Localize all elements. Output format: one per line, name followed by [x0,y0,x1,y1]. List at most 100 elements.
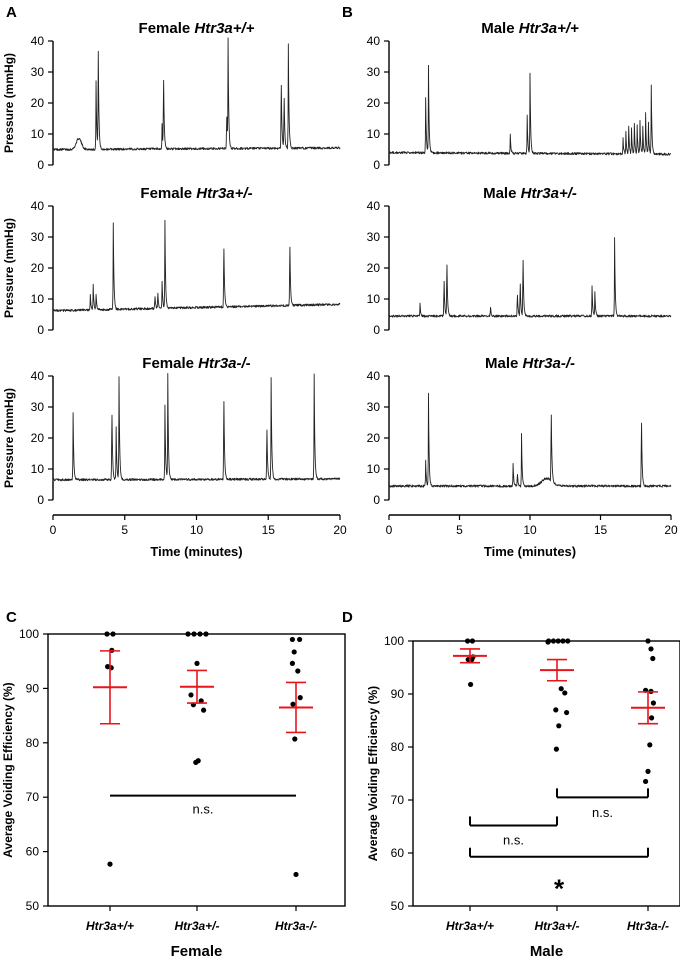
category-label: Htr3a+/+ [86,919,134,933]
category-label: Htr3a-/- [275,919,317,933]
data-point [465,638,471,644]
trace-title-gene: Htr3a+/+ [194,20,254,37]
trace-title-gene: Htr3a+/- [521,185,577,202]
data-point [293,871,299,878]
data-point [564,709,570,716]
trace-title: Female Htr3a+/+ [139,20,255,37]
y-axis-label: Pressure (mmHg) [2,53,16,153]
data-point [193,759,199,765]
y-tick-label: 10 [31,292,45,306]
y-tick-label: 10 [367,127,381,141]
x-tick-label: 20 [664,523,678,537]
x-axis-label: Time (minutes) [150,544,242,559]
significance-label: n.s. [503,833,524,848]
category-label: Htr3a-/- [627,919,669,933]
panel-label-c: C [6,609,17,626]
data-point [555,638,561,644]
data-point [645,638,651,644]
significance-label: * [554,873,565,903]
y-tick-label: 20 [367,96,381,110]
data-point [194,660,200,666]
y-axis-label: Average Voiding Efficiency (%) [366,686,380,861]
data-point [104,631,110,637]
x-tick-label: 5 [456,523,463,537]
significance-label: n.s. [193,802,214,817]
data-point [565,638,571,644]
trace-title-prefix: Male [481,20,519,37]
data-point [650,655,656,662]
data-point [553,707,559,713]
data-point [649,715,655,721]
pressure-trace [388,64,672,156]
data-point [562,690,568,696]
pressure-trace [52,373,341,482]
trace-title: Male Htr3a+/+ [481,20,579,37]
panel-label-d: D [342,609,353,626]
y-tick-label: 20 [31,96,45,110]
trace-title-prefix: Female [140,185,196,202]
x-tick-label: 10 [190,523,204,537]
trace-title-prefix: Male [483,185,521,202]
y-tick-label: 90 [26,681,40,695]
y-tick-label: 0 [373,493,380,507]
y-tick-label: 70 [391,793,405,807]
trace-title-prefix: Male [485,355,523,372]
y-tick-label: 0 [373,158,380,172]
data-point [198,698,204,704]
data-point [647,742,653,748]
chart-c: 50 60 70 80 90 100 Average Voiding Efficiency … [1,627,346,960]
chart-b3: Male Htr3a-/- 0 10 20 30 40 0 5 10 15 20 Time (minu… [367,355,678,559]
y-tick-label: 40 [367,369,381,383]
y-tick-label: 20 [31,261,45,275]
y-tick-label: 60 [26,845,40,859]
data-point [469,638,475,644]
data-point [558,686,564,692]
data-point [110,631,116,637]
y-tick-label: 100 [19,627,39,641]
y-tick-label: 40 [367,199,381,213]
trace-title: Female Htr3a+/- [140,185,252,202]
trace-title-prefix: Female [142,355,198,372]
y-tick-label: 80 [26,736,40,750]
significance-label: n.s. [592,805,613,820]
y-tick-label: 30 [31,230,45,244]
chart-b2: Male Htr3a+/- 0 10 20 30 40 [367,185,672,337]
trace-title-prefix: Female [139,20,195,37]
x-tick-label: 15 [262,523,276,537]
y-tick-label: 20 [31,431,45,445]
trace-title: Female Htr3a-/- [142,355,250,372]
data-point [560,638,566,644]
data-point [553,746,560,752]
x-axis-label: Female [171,943,223,960]
charts: Female Htr3a+/+ 0 10 20 30 40 Pressure (mmHg) F… [1,20,680,960]
trace-title: Male Htr3a-/- [485,355,575,372]
y-tick-label: 30 [31,65,45,79]
y-tick-label: 30 [367,65,381,79]
trace-title: Male Htr3a+/- [483,185,577,202]
chart-a2: Female Htr3a+/- 0 10 20 30 40 Pressure (mmHg) [2,185,341,337]
x-axis-label: Male [530,943,563,960]
y-tick-label: 70 [26,790,40,804]
data-point [645,768,651,774]
x-tick-label: 20 [333,523,347,537]
data-point [648,646,654,652]
y-tick-label: 0 [373,323,380,337]
y-tick-label: 90 [391,687,405,701]
chart-a1: Female Htr3a+/+ 0 10 20 30 40 Pressure (mmHg) [2,20,341,172]
y-tick-label: 0 [37,323,44,337]
panel-label-b: B [342,4,353,21]
trace-title-gene: Htr3a+/- [196,185,252,202]
y-tick-label: 20 [367,431,381,445]
x-tick-label: 15 [594,523,608,537]
chart-d: 50 60 70 80 90 100 Average Voiding Efficiency … [366,634,680,960]
x-tick-label: 10 [523,523,537,537]
data-point [545,639,551,645]
y-tick-label: 40 [31,369,45,383]
pressure-trace [388,237,672,318]
y-axis-label: Average Voiding Efficiency (%) [1,682,15,857]
data-point [550,638,557,644]
y-tick-label: 20 [367,261,381,275]
data-point [292,736,298,742]
trace-title-gene: Htr3a-/- [523,355,576,372]
